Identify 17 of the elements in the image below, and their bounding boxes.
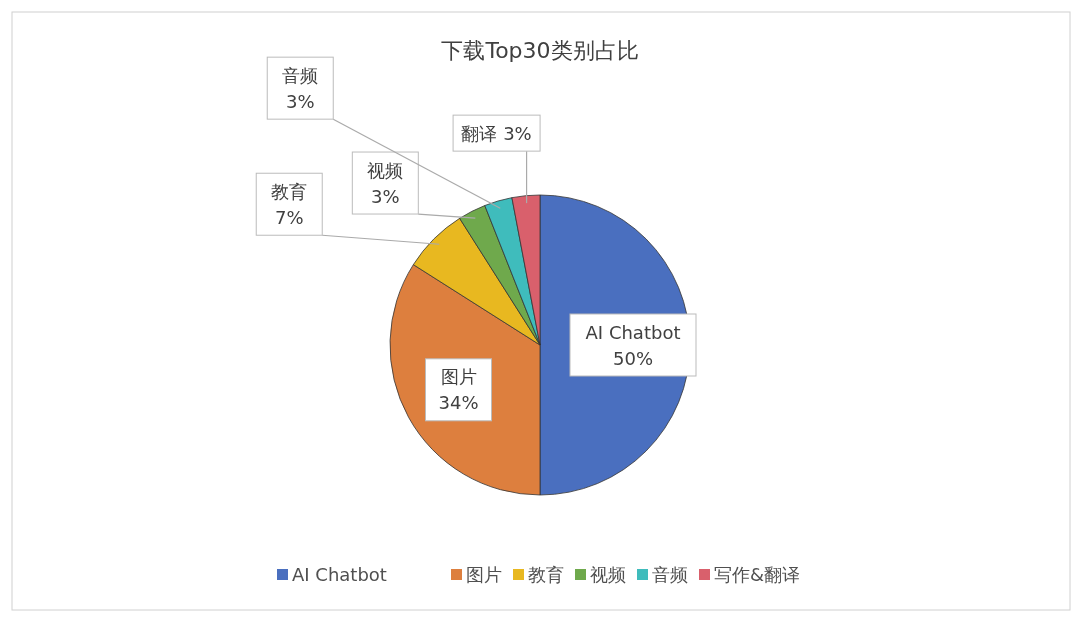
data-label: 视频 3% bbox=[367, 159, 404, 207]
data-label: 图片 34% bbox=[438, 366, 479, 414]
chart-title: 下载Top30类别占比 bbox=[441, 38, 639, 63]
data-label: AI Chatbot 50% bbox=[585, 321, 681, 369]
legend-label: 视频 bbox=[590, 564, 626, 585]
data-label: 音频 3% bbox=[282, 64, 319, 112]
legend-label: AI Chatbot bbox=[292, 564, 387, 585]
legend-label: 音频 bbox=[652, 564, 688, 585]
pie-slice bbox=[511, 194, 541, 346]
pie-slice bbox=[459, 205, 541, 346]
pie-slice bbox=[484, 197, 541, 346]
legend-label: 教育 bbox=[528, 564, 564, 585]
legend-label: 写作&翻译 bbox=[714, 564, 801, 585]
data-label: 翻译 3% bbox=[461, 122, 532, 144]
data-label: 教育 7% bbox=[271, 180, 308, 228]
pie-slice bbox=[412, 217, 541, 346]
legend-label: 图片 bbox=[466, 564, 502, 585]
